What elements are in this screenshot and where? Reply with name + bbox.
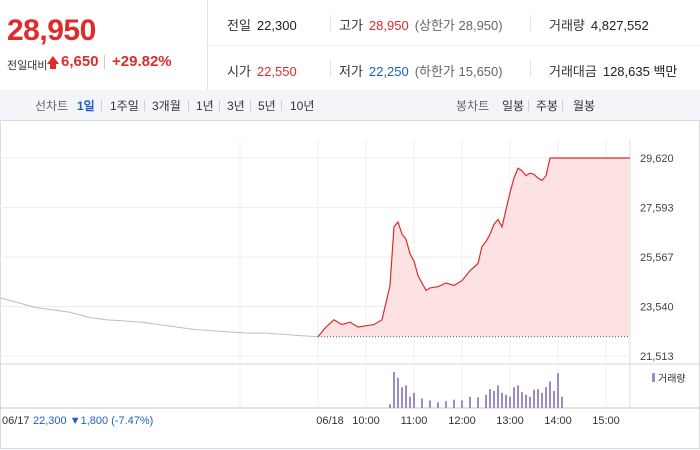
volume-bar (461, 400, 463, 408)
volume-bar (561, 396, 563, 408)
volume-bar (429, 400, 431, 408)
x-tick-label: 13:00 (496, 415, 524, 427)
low-price: 저가 22,250 (하한가 15,650) (339, 64, 503, 79)
tab-divider (562, 100, 563, 111)
tab-1day[interactable]: 1일 (77, 99, 95, 113)
y-tick-label: 21,513 (640, 351, 674, 363)
tab-monthly[interactable]: 월봉 (573, 99, 596, 113)
volume-bar (505, 394, 507, 408)
tab-divider (528, 100, 529, 111)
divider (330, 15, 331, 31)
tab-weekly[interactable]: 주봉 (536, 99, 559, 113)
tab-10year[interactable]: 10년 (290, 99, 315, 113)
volume-bar (553, 390, 555, 408)
high-price: 고가 28,950 (상한가 28,950) (339, 18, 503, 33)
price-area (318, 158, 630, 337)
tab-divider (250, 100, 251, 111)
x-tick-label: 15:00 (592, 415, 620, 427)
volume-bar (525, 394, 527, 408)
tab-1week[interactable]: 1주일 (110, 99, 139, 113)
price-box: 28,950 전일대비 6,650 +29.82% (0, 0, 208, 90)
y-tick-label: 25,567 (640, 252, 674, 264)
row-divider (207, 45, 700, 46)
trading-amount: 거래대금 128,635 백만 (549, 64, 678, 79)
up-arrow-icon (47, 56, 59, 69)
volume-bar (545, 387, 547, 408)
volume-bar (521, 392, 523, 408)
volume-bar (413, 392, 415, 408)
volume-bar (409, 396, 411, 408)
x-tick-label: 12:00 (448, 415, 476, 427)
line-chart-label: 선차트 (35, 99, 69, 113)
tab-divider (219, 100, 220, 111)
price-chart: 29,620 27,593 25,567 23,540 21,513 거래량 06/17 06… (0, 120, 700, 449)
volume-bar (497, 385, 499, 408)
volume-bar (549, 381, 551, 408)
volume-bar (485, 394, 487, 408)
volume-bar (453, 399, 455, 408)
change-label: 전일대비 (7, 60, 48, 72)
prev-close: 전일 22,300 (227, 18, 297, 33)
volume-bar (517, 385, 519, 408)
volume-bar (437, 402, 439, 408)
y-tick-label: 27,593 (640, 203, 674, 215)
open-price: 시가 22,550 (227, 64, 297, 79)
x-tick-label: 14:00 (544, 415, 572, 427)
volume-bar (401, 387, 403, 408)
volume-bar (469, 396, 471, 408)
candle-chart-label: 봉차트 (456, 99, 490, 113)
divider (530, 15, 531, 31)
tab-3year[interactable]: 3년 (227, 99, 245, 113)
volume-bar (533, 389, 535, 408)
volume-bar (509, 396, 511, 408)
volume-bar (389, 404, 391, 408)
volume-bar (529, 396, 531, 408)
tab-5year[interactable]: 5년 (258, 99, 276, 113)
change-value: 6,650 (61, 53, 99, 70)
change-divider (104, 55, 105, 69)
tab-divider (281, 100, 282, 111)
volume-bar (393, 372, 395, 408)
y-tick-label: 23,540 (640, 301, 674, 313)
prev-day-line (0, 297, 319, 338)
divider (330, 61, 331, 77)
change-percent: +29.82% (112, 53, 172, 70)
chart-tab-bar: 선차트 1일 1주일 3개월 1년 3년 5년 10년 봉차트 일봉 주봉 월봉 (0, 90, 700, 121)
prev-day-summary: 22,300 ▼1,800 (-7.47%) (33, 415, 153, 427)
volume: 거래량 4,827,552 (549, 18, 649, 33)
volume-legend-label: 거래량 (658, 373, 686, 385)
volume-bar (557, 373, 559, 408)
volume-bar (489, 389, 491, 408)
volume-bar (477, 397, 479, 408)
x-tick-label: 10:00 (352, 415, 380, 427)
quote-header: 28,950 전일대비 6,650 +29.82% 전일 22,300 고가 28,… (0, 0, 700, 91)
current-price: 28,950 (7, 14, 96, 47)
volume-bar (501, 392, 503, 408)
tab-divider (144, 100, 145, 111)
volume-bar (537, 389, 539, 408)
volume-bar (421, 398, 423, 408)
tab-divider (188, 100, 189, 111)
tab-daily[interactable]: 일봉 (502, 99, 525, 113)
volume-bar (513, 387, 515, 408)
tab-3month[interactable]: 3개월 (152, 99, 181, 113)
divider (530, 61, 531, 77)
volume-bar (405, 385, 407, 408)
y-tick-label: 29,620 (640, 153, 674, 165)
x-tick-label: 06/18 (316, 415, 344, 427)
x-tick-label: 06/17 (2, 415, 30, 427)
volume-bar (493, 390, 495, 408)
tab-divider (101, 100, 102, 111)
volume-bar (397, 377, 399, 408)
volume-bar (445, 401, 447, 408)
volume-bar (541, 392, 543, 408)
tab-1year[interactable]: 1년 (196, 99, 214, 113)
x-tick-label: 11:00 (401, 415, 428, 427)
price-line (317, 157, 630, 338)
volume-legend-swatch (652, 373, 655, 382)
